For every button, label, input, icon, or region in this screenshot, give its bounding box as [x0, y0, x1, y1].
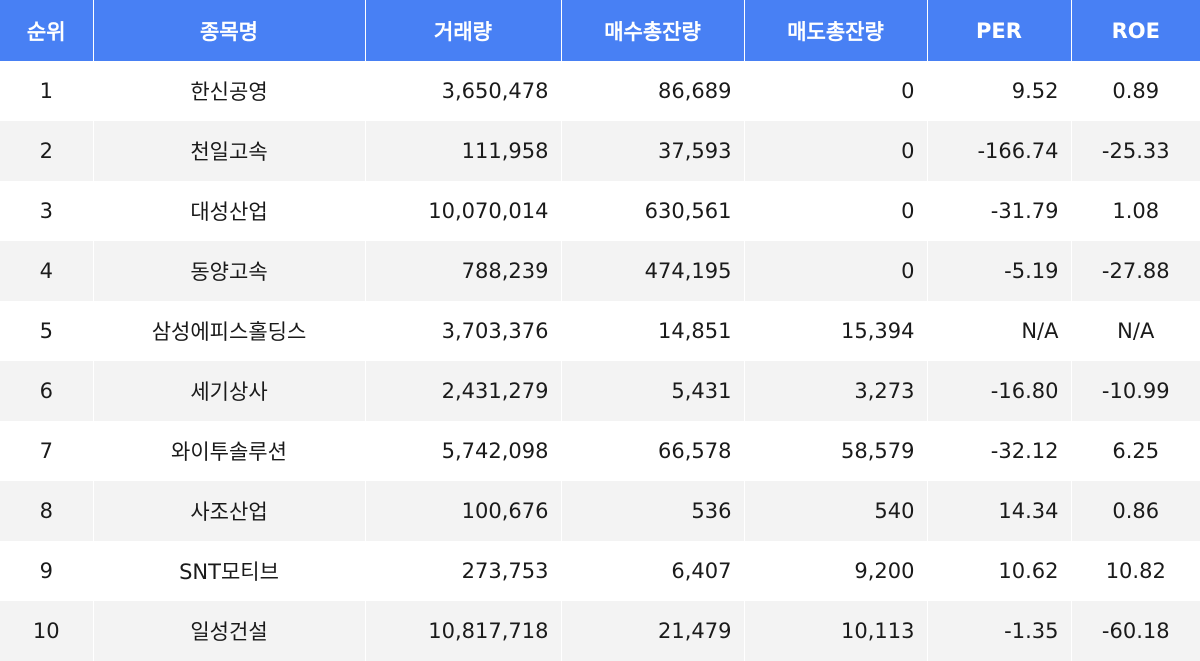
column-header-ask-total: 매도총잔량 — [744, 0, 928, 61]
ask-total-cell: 540 — [744, 481, 928, 541]
bid-total-cell: 21,479 — [561, 601, 745, 661]
volume-cell: 3,703,376 — [365, 301, 562, 361]
column-header-bid-total: 매수총잔량 — [561, 0, 745, 61]
roe-cell: -27.88 — [1071, 241, 1200, 301]
roe-cell: 1.08 — [1071, 181, 1200, 241]
bid-total-cell: 66,578 — [561, 421, 745, 481]
volume-cell: 100,676 — [365, 481, 562, 541]
roe-cell: 0.86 — [1071, 481, 1200, 541]
roe-cell: 10.82 — [1071, 541, 1200, 601]
per-cell: -32.12 — [927, 421, 1072, 481]
ask-total-cell: 0 — [744, 241, 928, 301]
table-row: 10 일성건설 10,817,718 21,479 10,113 -1.35 -… — [0, 601, 1200, 661]
ask-total-cell: 10,113 — [744, 601, 928, 661]
volume-cell: 788,239 — [365, 241, 562, 301]
stock-name-cell: 삼성에피스홀딩스 — [93, 301, 366, 361]
table-row: 6 세기상사 2,431,279 5,431 3,273 -16.80 -10.… — [0, 361, 1200, 421]
bid-total-cell: 14,851 — [561, 301, 745, 361]
ask-total-cell: 0 — [744, 121, 928, 181]
per-cell: -31.79 — [927, 181, 1072, 241]
bid-total-cell: 6,407 — [561, 541, 745, 601]
stock-name-cell: 세기상사 — [93, 361, 366, 421]
table-row: 9 SNT모티브 273,753 6,407 9,200 10.62 10.82 — [0, 541, 1200, 601]
per-cell: N/A — [927, 301, 1072, 361]
per-cell: -1.35 — [927, 601, 1072, 661]
table-row: 1 한신공영 3,650,478 86,689 0 9.52 0.89 — [0, 61, 1200, 121]
bid-total-cell: 5,431 — [561, 361, 745, 421]
ask-total-cell: 58,579 — [744, 421, 928, 481]
per-cell: -5.19 — [927, 241, 1072, 301]
bid-total-cell: 37,593 — [561, 121, 745, 181]
volume-cell: 2,431,279 — [365, 361, 562, 421]
per-cell: 10.62 — [927, 541, 1072, 601]
volume-cell: 273,753 — [365, 541, 562, 601]
column-header-volume: 거래량 — [365, 0, 562, 61]
stock-name-cell: 와이투솔루션 — [93, 421, 366, 481]
table-row: 2 천일고속 111,958 37,593 0 -166.74 -25.33 — [0, 121, 1200, 181]
header-row: 순위 종목명 거래량 매수총잔량 매도총잔량 PER ROE — [0, 0, 1200, 61]
ask-total-cell: 15,394 — [744, 301, 928, 361]
bid-total-cell: 630,561 — [561, 181, 745, 241]
volume-cell: 111,958 — [365, 121, 562, 181]
rank-cell: 1 — [0, 61, 94, 121]
ask-total-cell: 3,273 — [744, 361, 928, 421]
volume-cell: 5,742,098 — [365, 421, 562, 481]
table-row: 3 대성산업 10,070,014 630,561 0 -31.79 1.08 — [0, 181, 1200, 241]
rank-cell: 10 — [0, 601, 94, 661]
ask-total-cell: 0 — [744, 181, 928, 241]
roe-cell: 0.89 — [1071, 61, 1200, 121]
bid-total-cell: 536 — [561, 481, 745, 541]
volume-cell: 10,817,718 — [365, 601, 562, 661]
volume-cell: 3,650,478 — [365, 61, 562, 121]
rank-cell: 5 — [0, 301, 94, 361]
stock-name-cell: 동양고속 — [93, 241, 366, 301]
roe-cell: 6.25 — [1071, 421, 1200, 481]
stock-name-cell: 대성산업 — [93, 181, 366, 241]
volume-cell: 10,070,014 — [365, 181, 562, 241]
stock-name-cell: 일성건설 — [93, 601, 366, 661]
table-row: 7 와이투솔루션 5,742,098 66,578 58,579 -32.12 … — [0, 421, 1200, 481]
stock-name-cell: SNT모티브 — [93, 541, 366, 601]
ask-total-cell: 9,200 — [744, 541, 928, 601]
column-header-roe: ROE — [1071, 0, 1200, 61]
rank-cell: 4 — [0, 241, 94, 301]
roe-cell: -25.33 — [1071, 121, 1200, 181]
bid-total-cell: 86,689 — [561, 61, 745, 121]
stock-name-cell: 사조산업 — [93, 481, 366, 541]
rank-cell: 6 — [0, 361, 94, 421]
rank-cell: 9 — [0, 541, 94, 601]
column-header-name: 종목명 — [93, 0, 366, 61]
rank-cell: 7 — [0, 421, 94, 481]
stock-name-cell: 한신공영 — [93, 61, 366, 121]
rank-cell: 2 — [0, 121, 94, 181]
per-cell: 9.52 — [927, 61, 1072, 121]
rank-cell: 3 — [0, 181, 94, 241]
column-header-per: PER — [927, 0, 1072, 61]
roe-cell: -10.99 — [1071, 361, 1200, 421]
table-row: 8 사조산업 100,676 536 540 14.34 0.86 — [0, 481, 1200, 541]
per-cell: -16.80 — [927, 361, 1072, 421]
table-row: 5 삼성에피스홀딩스 3,703,376 14,851 15,394 N/A N… — [0, 301, 1200, 361]
roe-cell: -60.18 — [1071, 601, 1200, 661]
table-row: 4 동양고속 788,239 474,195 0 -5.19 -27.88 — [0, 241, 1200, 301]
per-cell: 14.34 — [927, 481, 1072, 541]
rank-cell: 8 — [0, 481, 94, 541]
column-header-rank: 순위 — [0, 0, 94, 61]
per-cell: -166.74 — [927, 121, 1072, 181]
roe-cell: N/A — [1071, 301, 1200, 361]
stock-name-cell: 천일고속 — [93, 121, 366, 181]
ask-total-cell: 0 — [744, 61, 928, 121]
bid-total-cell: 474,195 — [561, 241, 745, 301]
